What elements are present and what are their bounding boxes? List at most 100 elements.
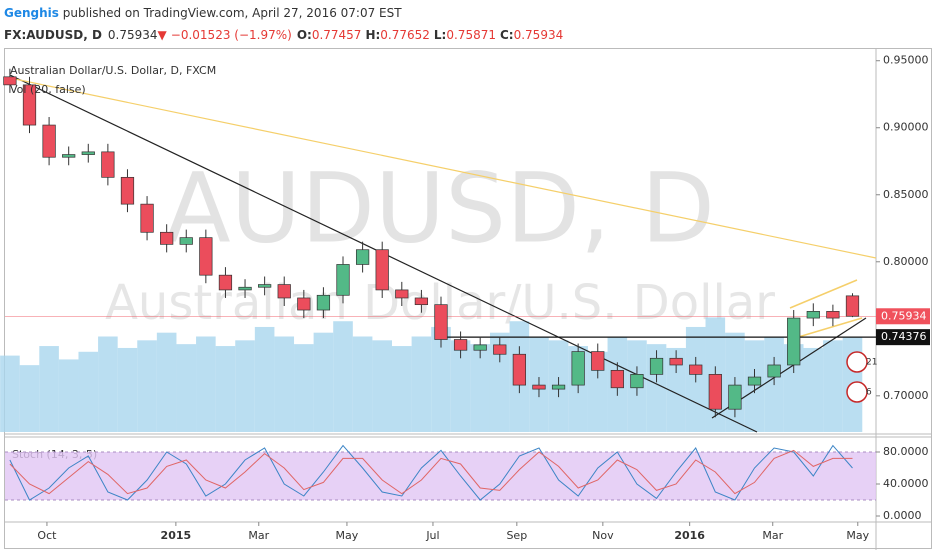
candle-body [551, 384, 566, 390]
volume-bar [254, 326, 275, 432]
event-badge-label: 21 [866, 358, 877, 368]
volume-bar [196, 336, 216, 432]
volume-bar [411, 336, 432, 432]
trend-line [9, 77, 877, 259]
event-badge-label: 6 [866, 388, 872, 398]
candle-body [610, 369, 624, 389]
candle-body [218, 274, 233, 291]
candle-body [395, 289, 409, 299]
candle-body [277, 284, 291, 299]
candle-body [689, 364, 703, 375]
candle-body [571, 351, 585, 386]
ohlc-value: 0.77652 [380, 28, 430, 42]
ohlc-key: H: [365, 28, 380, 42]
candle-body [160, 231, 174, 245]
y-tick-label: 0.90000 [883, 121, 929, 134]
x-tick-label: Mar [762, 529, 783, 542]
price-layer [3, 68, 876, 418]
volume-bar [0, 355, 20, 432]
candle-body [120, 176, 135, 205]
stoch-line [9, 449, 853, 495]
y-tick-label: 0.80000 [883, 255, 929, 268]
volume-bar [176, 344, 197, 432]
volume-bar [470, 344, 490, 432]
change: −0.01523 (−1.97%) [171, 28, 292, 42]
candle-body [532, 384, 546, 390]
candle-body [414, 297, 429, 306]
volume-title: Vol (20, false) [10, 83, 86, 96]
stoch-y-tick-label: 80.0000 [883, 445, 929, 458]
volume-bar [58, 359, 79, 432]
volume-bar [666, 347, 686, 432]
volume-bar [39, 346, 59, 432]
level-box [876, 329, 930, 346]
stoch-y-tick-label: 40.0000 [883, 477, 929, 490]
candle-body [42, 124, 56, 158]
candle-body [434, 304, 448, 340]
candle-body [101, 151, 115, 178]
candle-body [728, 384, 742, 410]
volume-bar [392, 346, 412, 432]
candle-body [199, 237, 213, 276]
x-tick-label: May [846, 529, 869, 542]
candle-body [630, 374, 644, 389]
x-tick-label: Jul [425, 529, 439, 542]
last-price-box [876, 308, 930, 325]
ohlc-value: 0.77457 [312, 28, 362, 42]
volume-bar [489, 332, 510, 432]
last-price-label: 0.75934 [881, 309, 927, 322]
candle-body [747, 376, 762, 386]
x-tick-label: Oct [37, 529, 57, 542]
volume-bar [98, 336, 118, 432]
volume-bar [450, 340, 471, 432]
volume-bar [117, 347, 138, 432]
stoch-y-tick-label: 0.0000 [883, 509, 922, 522]
candle-body [845, 295, 860, 317]
candle-body [767, 364, 781, 378]
volume-bar [156, 332, 177, 432]
volume-bar [431, 326, 451, 432]
candle-body [669, 357, 683, 366]
candle-body [258, 284, 272, 288]
candle-body [806, 311, 820, 319]
volume-bar [372, 340, 393, 432]
header-line: Genghis published on TradingView.com, Ap… [4, 6, 402, 20]
watermark: AUDUSD, D [165, 152, 715, 264]
ohlc-key: O: [297, 28, 312, 42]
ohlc-key: C: [500, 28, 514, 42]
candle-body [316, 294, 331, 311]
channel-line [794, 317, 863, 339]
volume-bar [333, 321, 353, 432]
volume-bar [587, 351, 608, 432]
volume-bar [823, 340, 843, 432]
candle-body [512, 353, 526, 386]
candle-body [787, 317, 801, 366]
candle-body [493, 344, 507, 355]
x-tick-label: Sep [506, 529, 527, 542]
candle-body [708, 374, 722, 410]
event-badge [846, 381, 868, 403]
volume-bar [783, 344, 804, 432]
candle-body [649, 357, 664, 375]
author[interactable]: Genghis [4, 6, 59, 20]
volume-bar [313, 332, 334, 432]
volume-bar [274, 336, 295, 432]
volume-bar [294, 344, 314, 432]
candle-body [140, 203, 154, 233]
candle-body [297, 297, 311, 311]
x-tick-label: 2016 [674, 529, 705, 542]
candle-body [179, 237, 193, 245]
volume-bar [19, 365, 40, 432]
level-label: 0.74376 [881, 330, 927, 343]
candle-body [3, 76, 17, 86]
x-tick-label: May [336, 529, 359, 542]
y-tick-label: 0.85000 [883, 188, 929, 201]
x-tick-label: Mar [248, 529, 269, 542]
ohlc-value: 0.75934 [514, 28, 564, 42]
y-tick-label: 0.70000 [883, 389, 929, 402]
ohlc-key: L: [434, 28, 446, 42]
volume-bar [352, 336, 373, 432]
candle-body [22, 84, 37, 126]
candle-body [81, 151, 95, 155]
